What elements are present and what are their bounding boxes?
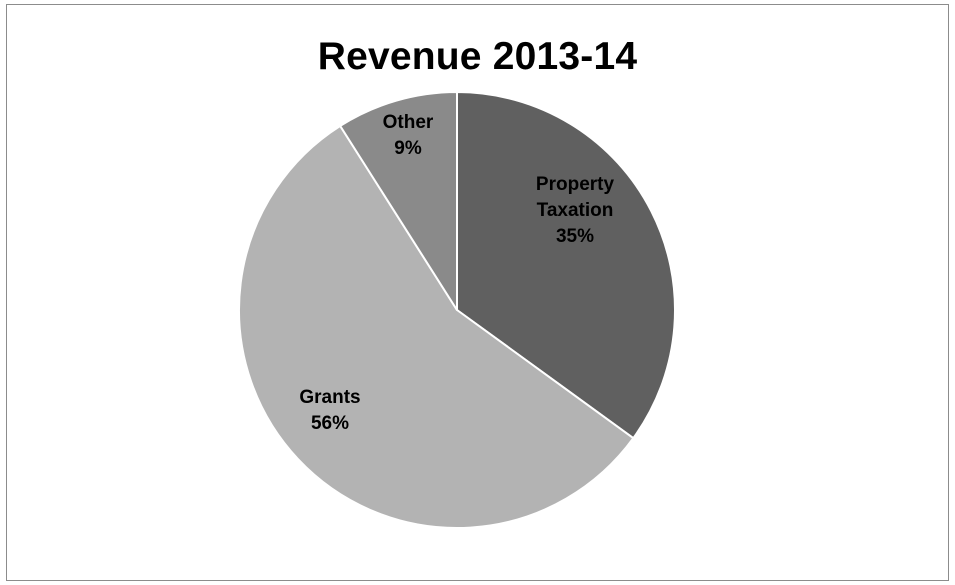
slice-name-label: Property	[536, 174, 615, 195]
pie-slice-property-taxation	[456, 91, 676, 440]
slice-name-label: Grants	[299, 387, 360, 408]
slice-name-label: Other	[383, 112, 434, 133]
data-label-grants: Grants 56%	[299, 387, 360, 434]
data-label-property-taxation: Property Taxation 35%	[536, 174, 615, 247]
slice-value-label: 9%	[394, 138, 422, 159]
pie-slice-grants	[238, 124, 635, 529]
slice-value-label: 35%	[556, 226, 594, 247]
pie-slice-other	[339, 91, 458, 311]
slice-name-label: Taxation	[537, 200, 614, 221]
data-label-other: Other 9%	[383, 112, 434, 159]
slice-value-label: 56%	[311, 413, 349, 434]
chart-title: Revenue 2013-14	[317, 35, 638, 78]
